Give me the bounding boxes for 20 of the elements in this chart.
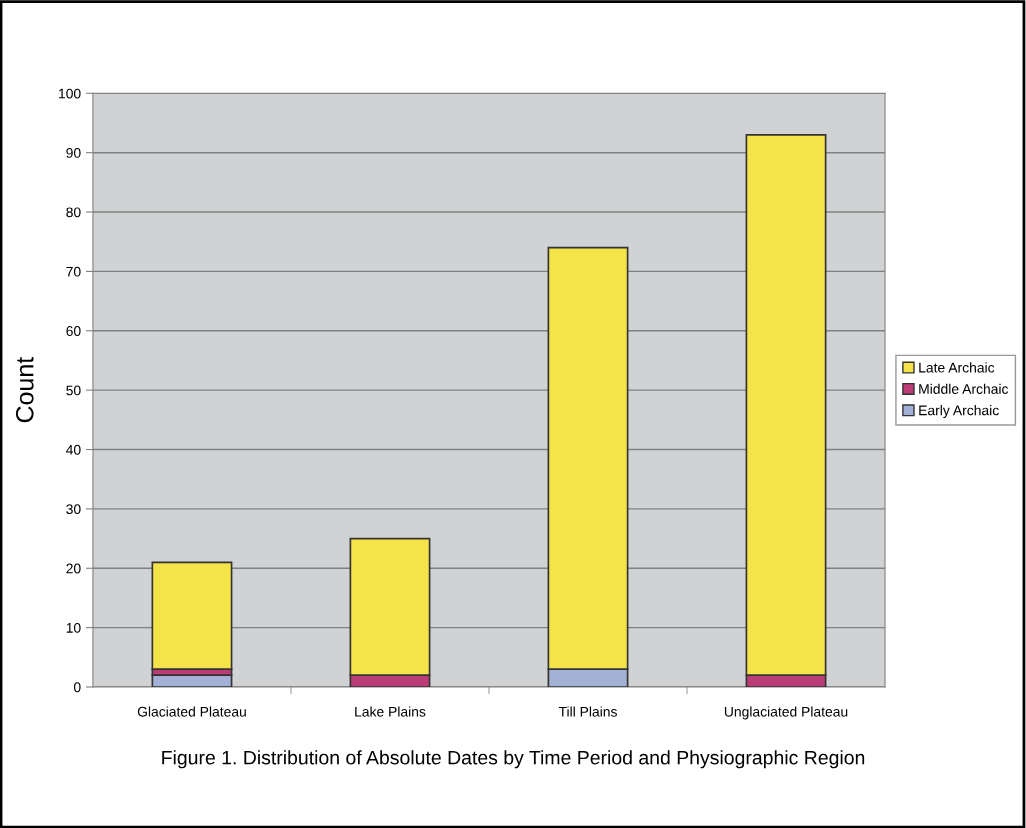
legend-label: Late Archaic [919, 362, 995, 373]
legend-label: Early Archaic [919, 405, 999, 419]
x-tick-label: Till Plains [558, 706, 617, 717]
y-tick-label: 20 [66, 563, 81, 574]
caption: Figure 1. Distribution of Absolute Dates by Time Period and Physiographic Region [162, 750, 865, 769]
y-axis-title: Count [15, 356, 34, 423]
y-tick-label: 80 [66, 207, 81, 218]
y-tick-label: 100 [59, 88, 81, 99]
y-tick-label: 30 [66, 504, 81, 515]
x-tick-label: Unglaciated Plateau [724, 706, 848, 720]
y-tick-label: 60 [66, 326, 81, 336]
x-tick-label: Glaciated Plateau [137, 706, 246, 717]
y-tick-label: 90 [66, 148, 81, 158]
y-tick-label: 50 [66, 385, 81, 396]
y-tick-label: 40 [66, 444, 81, 455]
x-tick-label: Lake Plains [355, 706, 426, 717]
y-tick-label: 70 [66, 266, 81, 277]
legend-label: Middle Archaic [919, 383, 1009, 394]
y-tick-label: 10 [66, 622, 81, 633]
y-tick-label: 0 [73, 682, 81, 693]
